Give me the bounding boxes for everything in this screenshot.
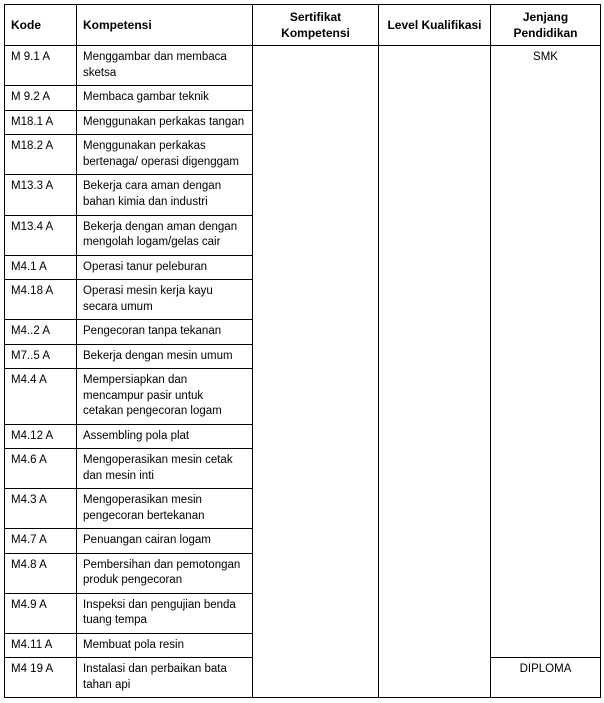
competency-table: Kode Kompetensi Sertifikat Kompetensi Le… — [4, 4, 601, 698]
cell-jenjang-diploma: DIPLOMA — [491, 658, 601, 698]
table-header-row: Kode Kompetensi Sertifikat Kompetensi Le… — [5, 5, 601, 46]
header-sertifikat: Sertifikat Kompetensi — [253, 5, 379, 46]
cell-kode: M4.18 A — [5, 280, 77, 320]
cell-kompetensi: Bekerja cara aman dengan bahan kimia dan… — [77, 175, 253, 215]
cell-level — [379, 46, 491, 698]
cell-kode: M4.12 A — [5, 424, 77, 449]
header-level: Level Kualifikasi — [379, 5, 491, 46]
cell-kompetensi: Membaca gambar teknik — [77, 86, 253, 111]
cell-jenjang-smk: SMK — [491, 46, 601, 658]
cell-kompetensi: Mengoperasikan mesin pengecoran bertekan… — [77, 489, 253, 529]
cell-kode: M13.4 A — [5, 215, 77, 255]
cell-kompetensi: Inspeksi dan pengujian benda tuang tempa — [77, 593, 253, 633]
header-kode: Kode — [5, 5, 77, 46]
cell-kompetensi: Mengoperasikan mesin cetak dan mesin int… — [77, 449, 253, 489]
cell-kode: M7..5 A — [5, 344, 77, 369]
cell-kompetensi: Menggunakan perkakas tangan — [77, 110, 253, 135]
header-jenjang: Jenjang Pendidikan — [491, 5, 601, 46]
cell-kompetensi: Bekerja dengan mesin umum — [77, 344, 253, 369]
cell-kode: M 9.2 A — [5, 86, 77, 111]
cell-kode: M4.8 A — [5, 553, 77, 593]
cell-kompetensi: Mempersiapkan dan mencampur pasir untuk … — [77, 369, 253, 425]
cell-kompetensi: Assembling pola plat — [77, 424, 253, 449]
cell-kode: M4.7 A — [5, 529, 77, 554]
cell-kode: M4.11 A — [5, 633, 77, 658]
cell-kompetensi: Menggambar dan membaca sketsa — [77, 46, 253, 86]
cell-kompetensi: Pengecoran tanpa tekanan — [77, 320, 253, 345]
cell-kode: M4.9 A — [5, 593, 77, 633]
cell-kompetensi: Operasi mesin kerja kayu secara umum — [77, 280, 253, 320]
cell-kompetensi: Bekerja dengan aman dengan mengolah loga… — [77, 215, 253, 255]
cell-kode: M4.6 A — [5, 449, 77, 489]
cell-kompetensi: Penuangan cairan logam — [77, 529, 253, 554]
cell-kompetensi: Pembersihan dan pemotongan produk pengec… — [77, 553, 253, 593]
cell-kompetensi: Menggunakan perkakas bertenaga/ operasi … — [77, 135, 253, 175]
cell-kode: M4.1 A — [5, 255, 77, 280]
header-kompetensi: Kompetensi — [77, 5, 253, 46]
cell-kompetensi: Membuat pola resin — [77, 633, 253, 658]
cell-kode: M4.3 A — [5, 489, 77, 529]
cell-kompetensi: Instalasi dan perbaikan bata tahan api — [77, 658, 253, 698]
cell-kode: M18.1 A — [5, 110, 77, 135]
cell-kode: M4..2 A — [5, 320, 77, 345]
table-row: M 9.1 A Menggambar dan membaca sketsa SM… — [5, 46, 601, 86]
cell-kompetensi: Operasi tanur peleburan — [77, 255, 253, 280]
cell-sertifikat — [253, 46, 379, 698]
cell-kode: M13.3 A — [5, 175, 77, 215]
cell-kode: M4.4 A — [5, 369, 77, 425]
cell-kode: M 9.1 A — [5, 46, 77, 86]
cell-kode: M4 19 A — [5, 658, 77, 698]
cell-kode: M18.2 A — [5, 135, 77, 175]
